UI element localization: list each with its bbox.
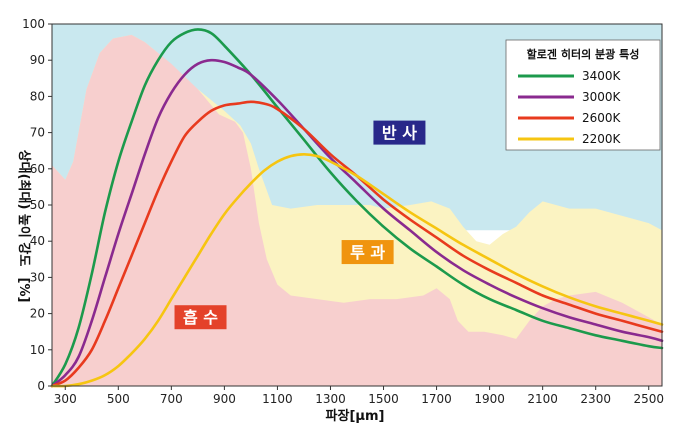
axes-layer: 0 10 20 30 40 50 60 70 80 90 100 300 500 700 900 1100 13… xyxy=(22,17,664,406)
y-tick-label: 90 xyxy=(30,53,45,67)
x-tick-label: 1700 xyxy=(421,392,452,406)
region-label-text: 투 과 xyxy=(350,243,385,262)
series-line-3000K xyxy=(50,58,664,388)
series-line-2200K xyxy=(50,153,664,388)
x-tick-label: 500 xyxy=(107,392,130,406)
region-labels-layer: 반 사투 과흡 수 xyxy=(174,120,426,330)
region-label-text: 흡 수 xyxy=(183,308,218,327)
region-label-bg xyxy=(174,305,227,330)
y-axis-title-group: 상대(최대) 높이 강도 [%] xyxy=(16,150,32,303)
legend-box xyxy=(505,39,661,151)
series-line-3400K xyxy=(50,28,664,388)
region-label-bg xyxy=(341,240,394,265)
x-tick-label: 2300 xyxy=(580,392,611,406)
x-tick-label: 1100 xyxy=(262,392,293,406)
region-label-bg xyxy=(373,120,426,145)
x-axis-title: 파장[μm] xyxy=(326,408,385,424)
y-tick-label: 60 xyxy=(30,162,45,176)
y-tick-label: 70 xyxy=(30,126,45,140)
x-tick-label: 2100 xyxy=(527,392,558,406)
legend-label-2200K: 2200K xyxy=(582,132,622,146)
x-tick-label: 1500 xyxy=(368,392,399,406)
y-tick-label: 80 xyxy=(30,89,45,103)
region-area-2 xyxy=(52,34,662,387)
x-tick-label: 1900 xyxy=(474,392,505,406)
x-tick-label: 700 xyxy=(160,392,183,406)
y-tick-label: 30 xyxy=(30,270,45,284)
x-tick-label: 900 xyxy=(213,392,236,406)
legend-title: 할로겐 히터의 분광 특성 xyxy=(527,47,640,61)
region-label-0: 반 사 xyxy=(373,120,426,145)
legend: 할로겐 히터의 분광 특성 3400K 3000K 2600K 2200K xyxy=(505,39,661,151)
legend-label-3400K: 3400K xyxy=(582,69,622,83)
series-line-2600K xyxy=(50,100,664,388)
y-tick-label: 10 xyxy=(30,343,45,357)
x-tick-label: 2500 xyxy=(633,392,664,406)
y-tick-label: 20 xyxy=(30,307,45,321)
region-label-1: 투 과 xyxy=(341,240,394,265)
y-tick-label: 50 xyxy=(30,198,45,212)
y-axis-title: 상대(최대) 높이 강도 xyxy=(16,150,32,267)
x-tick-label: 300 xyxy=(54,392,77,406)
x-tick-label: 1300 xyxy=(315,392,346,406)
legend-label-3000K: 3000K xyxy=(582,90,622,104)
y-tick-label: 100 xyxy=(22,17,45,31)
y-axis-unit: [%] xyxy=(16,278,31,303)
region-label-text: 반 사 xyxy=(382,124,417,143)
legend-label-2600K: 2600K xyxy=(582,111,622,125)
series-layer xyxy=(50,28,664,388)
region-label-2: 흡 수 xyxy=(174,305,227,330)
y-tick-label: 0 xyxy=(37,379,45,393)
y-tick-label: 40 xyxy=(30,234,45,248)
